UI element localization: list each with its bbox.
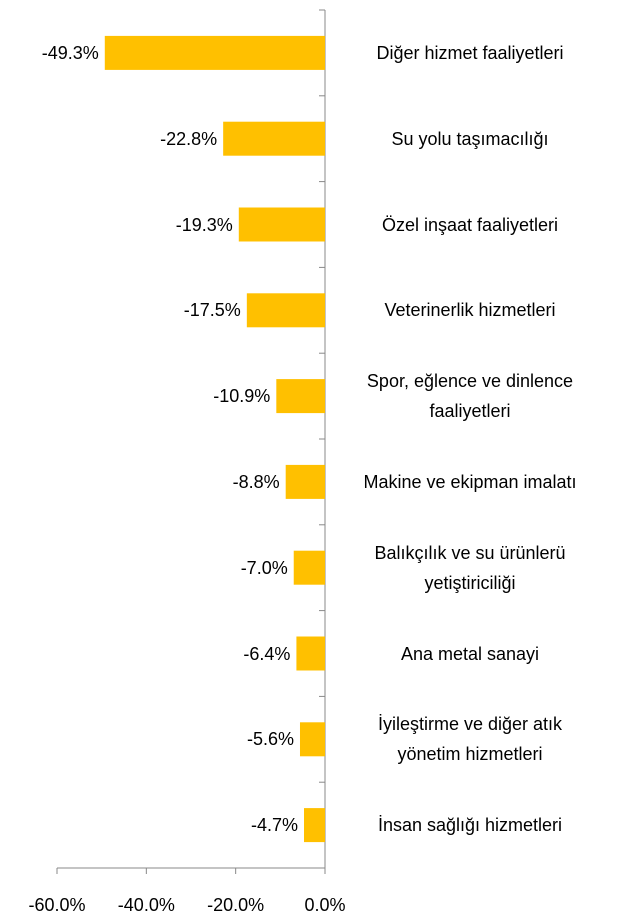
x-tick-label: 0.0% (304, 895, 346, 915)
category-label: İnsan sağlığı hizmetleri (377, 815, 563, 836)
category-label: Su yolu taşımacılığı (391, 128, 549, 149)
bar (223, 121, 325, 156)
x-tick-label: -20.0% (207, 895, 265, 915)
bar (293, 550, 325, 585)
category-label: Balıkçılık ve su ürünlerü yetiştiriciliğ… (374, 542, 566, 593)
bar (285, 464, 325, 499)
x-tick-label: -60.0% (28, 895, 86, 915)
category-label: Diğer hizmet faaliyetleri (376, 42, 564, 63)
value-label: -8.8% (232, 471, 280, 492)
category-label: Veterinerlik hizmetleri (384, 300, 556, 321)
bar (304, 808, 325, 843)
value-label: -4.7% (250, 815, 298, 836)
bar (299, 722, 325, 757)
bar (238, 207, 325, 242)
category-label: İyileştirme ve diğer atık yönetim hizmet… (377, 714, 563, 765)
value-label: -7.0% (240, 557, 288, 578)
category-label: Spor, eğlence ve dinlence faaliyetleri (366, 371, 574, 422)
bar (104, 35, 325, 70)
category-label: Özel inşaat faaliyetleri (381, 214, 559, 235)
value-label: -19.3% (175, 214, 233, 235)
category-label: Makine ve ekipman imalatı (363, 471, 577, 492)
value-label: -5.6% (246, 729, 294, 750)
value-label: -49.3% (41, 42, 99, 63)
category-label: Ana metal sanayi (400, 643, 540, 664)
value-label: -22.8% (160, 128, 218, 149)
value-label: -17.5% (183, 300, 241, 321)
x-tick-label: -40.0% (117, 895, 175, 915)
value-label: -10.9% (213, 386, 271, 407)
value-label: -6.4% (243, 643, 291, 664)
bar (296, 636, 325, 671)
bar (276, 379, 325, 414)
bar (246, 293, 325, 328)
